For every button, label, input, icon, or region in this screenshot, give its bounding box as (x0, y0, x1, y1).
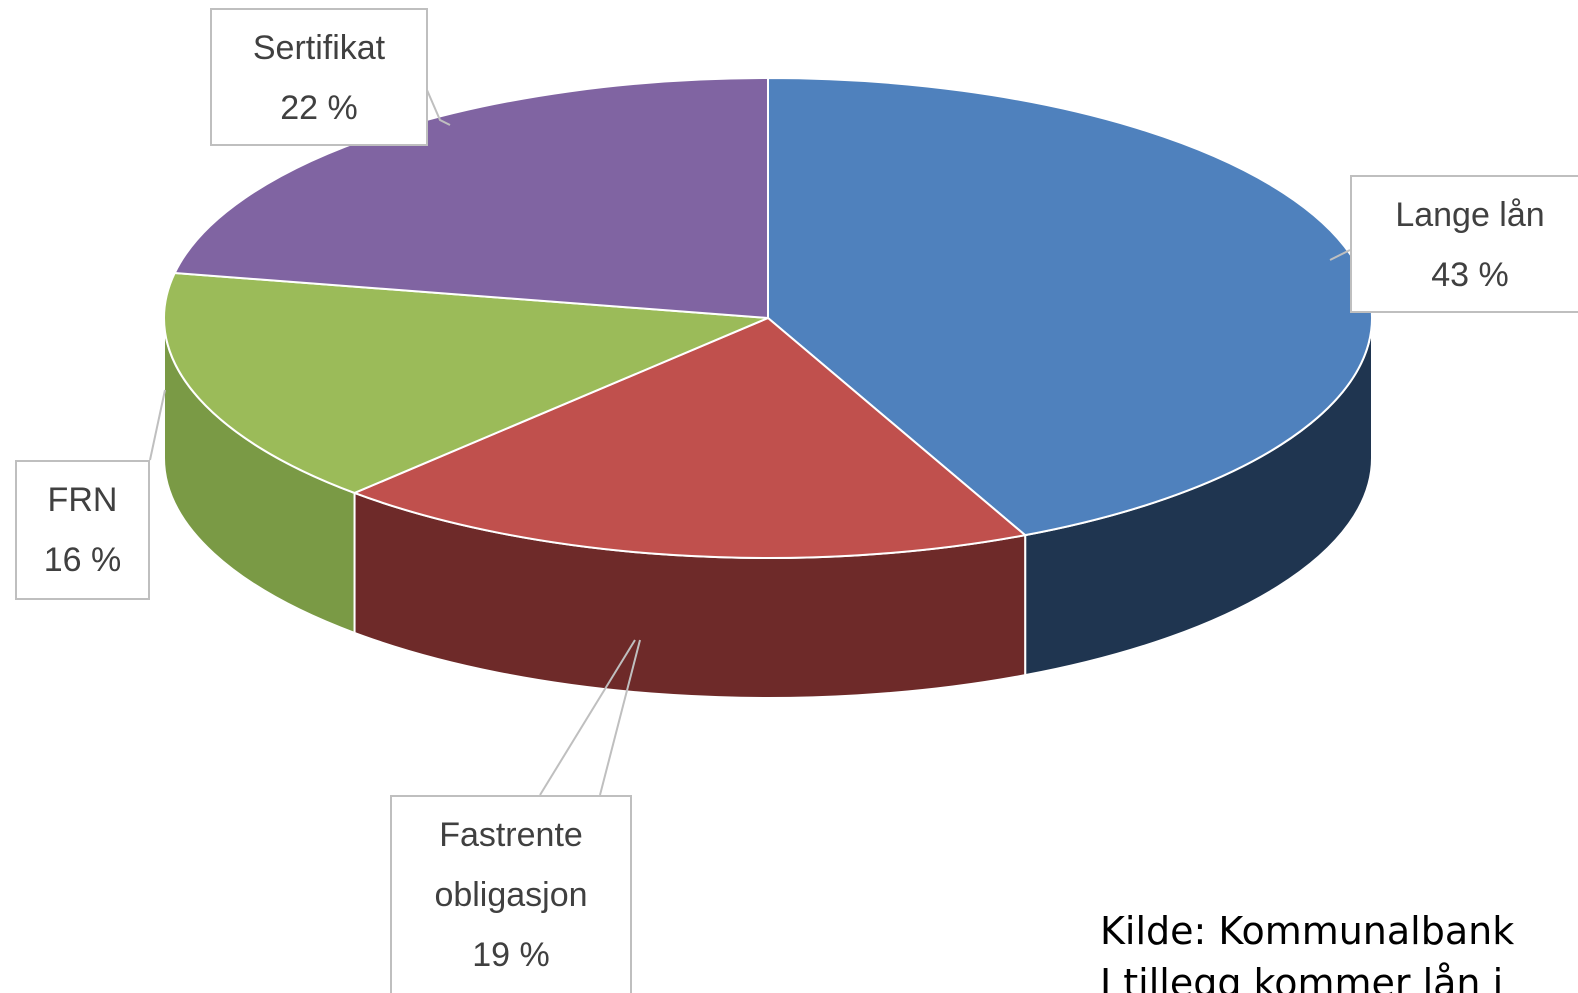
value-label: 16 % (43, 541, 122, 579)
note-line: I tillegg kommer lån i (1100, 961, 1504, 993)
pie-tops (163, 76, 1373, 559)
leader-line (599, 639, 641, 796)
data-label: Sertifikat 22 % (210, 8, 428, 146)
note-line: Kilde: Kommunalbank (1100, 909, 1515, 953)
value-label: 19 % (472, 936, 550, 974)
leader-lines (149, 89, 1351, 796)
pie-slice (163, 271, 769, 495)
data-label: Fastrente obligasjon 19 % (390, 795, 632, 993)
leader-line (539, 639, 636, 796)
pie-slice (351, 316, 1028, 559)
pie-sides (163, 317, 1373, 699)
category-label: Fastrente obligasjon (434, 816, 588, 914)
value-label: 43 % (1431, 256, 1509, 294)
category-label: FRN (47, 481, 118, 519)
note: Kilde: Kommunalbank I tillegg kommer lån… (1100, 905, 1514, 993)
category-label: Sertifikat (252, 29, 386, 67)
data-label: FRN 16 % (15, 460, 150, 600)
leader-line (149, 389, 166, 461)
data-label: Lange lån 43 % (1350, 175, 1578, 313)
leader-line (1329, 249, 1351, 261)
leader-line (426, 89, 451, 126)
category-label: Lange lån (1395, 196, 1545, 234)
value-label: 22 % (280, 89, 358, 127)
